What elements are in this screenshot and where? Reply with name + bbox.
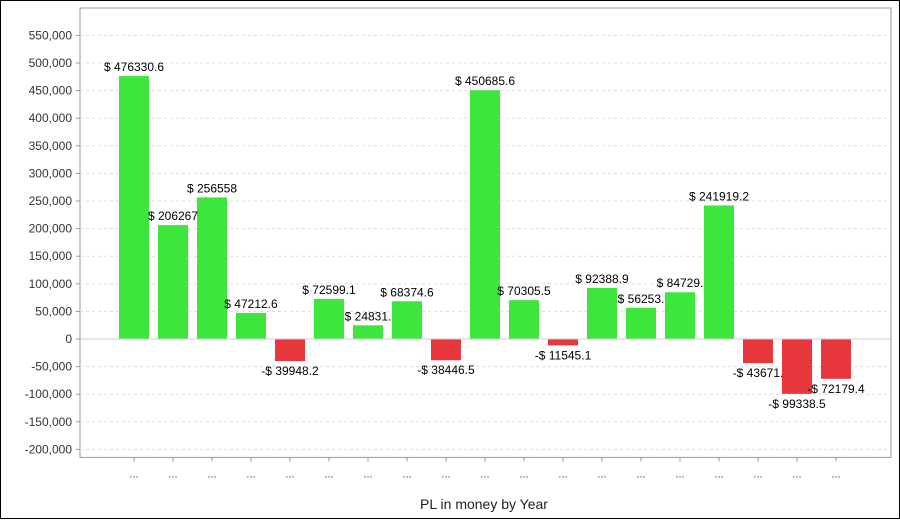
y-tick-label: -200,000 [25,442,73,456]
y-tick-label: 200,000 [29,222,73,236]
x-tick-label: ... [675,468,684,480]
x-tick-label: ... [480,468,489,480]
data-label: $ 92388.9 [575,272,629,286]
data-label: $ 476330.6 [104,60,164,74]
data-label: $ 241919.2 [689,189,749,203]
data-label: $ 47212.6 [224,297,278,311]
data-label: $ 68374.6 [380,285,434,299]
bar [431,339,461,361]
x-tick-label: ... [714,468,723,480]
x-tick-label: ... [792,468,801,480]
x-tick-label: ... [285,468,294,480]
x-tick-label: ... [168,468,177,480]
x-tick-label: ... [636,468,645,480]
x-tick-label: ... [597,468,606,480]
bar [275,339,305,362]
data-label: $ 256558 [187,181,237,195]
x-tick-label: ... [519,468,528,480]
y-tick-label: 400,000 [29,111,73,125]
bar [236,312,266,339]
bar [626,307,656,339]
bar [587,288,617,339]
y-tick-label: 500,000 [29,56,73,70]
y-tick-label: -50,000 [31,360,72,374]
bar [197,197,227,339]
y-tick-label: 150,000 [29,249,73,263]
x-axis-title: PL in money by Year [420,496,548,512]
data-labels: $ 476330.6 $ 206267 $ 256558 $ 47212.6 -$ 39… [104,60,865,411]
bar [665,292,695,339]
bar [782,339,812,394]
data-label: -$ 99338.5 [768,397,826,411]
bar [743,339,773,364]
bar [821,339,851,379]
bar [704,205,734,339]
bar [392,301,422,339]
y-tick-label: -100,000 [25,387,73,401]
x-tick-label: ... [363,468,372,480]
x-tick-label: ... [558,468,567,480]
x-tick-label: ... [831,468,840,480]
bar [509,300,539,339]
bars [119,76,851,394]
y-tick-label: 250,000 [29,194,73,208]
y-tick-label: 350,000 [29,139,73,153]
x-tick-label: ... [207,468,216,480]
y-tick-label: 100,000 [29,277,73,291]
data-label: -$ 39948.2 [261,364,319,378]
bar [119,76,149,340]
x-tick-label: ... [441,468,450,480]
data-label: -$ 11545.1 [535,348,592,362]
data-label: $ 72599.1 [302,283,356,297]
data-label: $ 206267 [148,209,198,223]
data-label: -$ 38446.5 [417,363,475,377]
data-label: -$ 72179.4 [807,382,865,396]
x-tick-label: ... [129,468,138,480]
data-label: -$ 43671. [733,366,784,380]
data-label: $ 450685.6 [455,74,515,88]
x-tick-label: ... [753,468,762,480]
bar [158,225,188,339]
y-tick-label: 300,000 [29,166,73,180]
y-tick-label: -150,000 [25,415,73,429]
x-tick-label: ... [402,468,411,480]
data-label: $ 70305.5 [497,284,551,298]
y-tick-label: 550,000 [29,28,73,42]
bar [314,298,344,339]
data-label: $ 84729. [657,276,704,290]
data-label: $ 24831. [345,309,392,323]
data-label: $ 56253. [618,292,665,306]
x-tick-label: ... [324,468,333,480]
axes: 550,000 500,000 450,000 400,000 350,000 300,0… [25,28,891,480]
y-tick-label: 450,000 [29,84,73,98]
bar [548,339,578,346]
bar [353,325,383,339]
x-tick-label: ... [246,468,255,480]
bar [470,90,500,339]
y-tick-label: 50,000 [35,304,72,318]
y-tick-label: 0 [65,332,72,346]
